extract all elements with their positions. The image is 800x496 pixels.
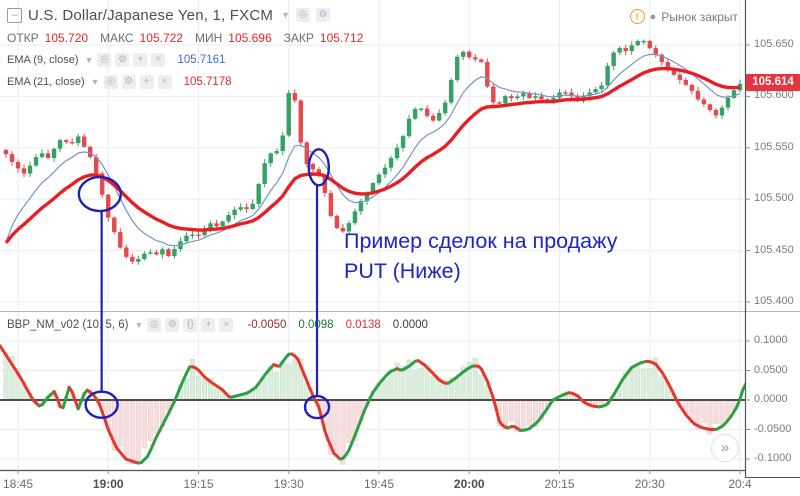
status-dot-icon: ● [649,10,657,23]
trade-annotation-text[interactable]: Пример сделок на продажу PUT (Ниже) [344,226,618,286]
market-status-text: Рынок закрыт [661,9,738,24]
entry-ellipse [307,148,331,187]
eye-icon[interactable]: ◎ [103,74,118,89]
gridlines [0,0,745,470]
gear-icon[interactable]: ⚙ [315,8,330,22]
annotation-line2: PUT (Ниже) [344,259,461,283]
chevron-down-icon[interactable]: ▼ [281,10,290,20]
close-icon[interactable]: × [219,318,234,332]
eye-icon[interactable]: ◎ [97,52,112,67]
time-tick-label: 19:00 [92,477,124,491]
expand-toolbar-button[interactable]: » [711,434,739,462]
sub-indicator-values: -0.0050 0.0098 0.0138 0.0000 [247,319,428,331]
ema21-line [4,66,741,244]
trade-marker[interactable] [77,175,123,419]
time-tick-label: 20:4 [728,477,752,491]
indicator-tick-label: -0.1000 [754,452,792,464]
ohlc-value: 105.712 [319,31,364,45]
ohlc-label: ОТКР [7,31,39,45]
symbol-title[interactable]: U.S. Dollar/Japanese Yen, 1, FXCM [28,6,274,24]
ohlc-label: ЗАКР [283,31,314,45]
eye-icon[interactable]: ◎ [295,8,310,22]
overlay-value: 105.7161 [177,53,226,66]
warning-icon[interactable]: ! [629,9,645,24]
trade-marker[interactable] [303,148,331,420]
sub-indicator-value: -0.0050 [247,319,287,331]
indicator-tick-label: 0.0500 [754,363,788,376]
time-tick-label: 19:45 [363,477,395,491]
indicator-circle [84,390,119,419]
price-tick-label: 105.600 [754,89,794,102]
chart-header: – U.S. Dollar/Japanese Yen, 1, FXCM ▼ ◎ … [7,5,369,89]
close-icon[interactable]: × [151,52,166,67]
gear-icon[interactable]: ⚙ [165,318,180,332]
gear-icon[interactable]: ⚙ [121,74,136,89]
overlay-row: EMA (21, close) ▼ ◎ ⚙ + × 105.7178 [7,74,369,89]
indicator-tick-label: 0.1000 [754,334,788,346]
last-price-badge: 105.614 [746,73,800,91]
indicator-tick-label: 0.0000 [754,393,788,405]
double-chevron-right-icon: » [720,438,730,456]
overlay-label[interactable]: EMA (21, close) [7,75,85,88]
sub-indicator-value: 0.0000 [392,319,428,331]
ohlc-value: 105.720 [44,31,89,45]
price-tick-label: 105.650 [754,38,794,50]
ohlc-label: МАКС [100,31,134,45]
indicator-line [0,344,745,465]
chevron-down-icon[interactable]: ▼ [90,76,100,87]
time-tick-label: 20:30 [634,477,665,491]
time-tick-label: 18:45 [2,477,34,491]
indicator-tick-label: -0.0500 [754,422,792,435]
ohlc-label: МИН [194,31,223,45]
add-icon[interactable]: + [201,318,216,332]
collapse-pane-icon[interactable]: – [7,7,22,23]
source-code-icon[interactable]: {} [183,318,198,332]
price-tick-label: 105.450 [754,243,794,256]
time-tick-label: 19:15 [183,477,214,491]
market-status: ! ● Рынок закрыт [629,9,738,24]
symbol-row: – U.S. Dollar/Japanese Yen, 1, FXCM ▼ ◎ … [7,5,369,25]
ema9-line [5,53,741,247]
add-icon[interactable]: + [139,74,154,89]
price-tick-label: 105.500 [754,192,794,205]
axis-ticks [17,44,750,474]
sub-indicator-value: 0.0138 [345,319,381,331]
indicator-circle [303,394,331,420]
overlay-legend: EMA (9, close) ▼ ◎ ⚙ + × 105.7161 EMA (21, clos… [7,52,369,89]
time-tick-label: 19:30 [273,477,304,491]
entry-ellipse [77,175,123,213]
overlay-row: EMA (9, close) ▼ ◎ ⚙ + × 105.7161 [7,52,369,67]
overlay-value: 105.7178 [183,75,232,88]
sub-indicator-label[interactable]: BBP_NM_v02 (10, 5, 6) [7,319,129,331]
ohlc-row: ОТКР 105.720 МАКС 105.722 МИН 105.696 ЗАКР 105.… [7,31,369,45]
ohlc-value: 105.696 [228,31,272,45]
close-icon[interactable]: × [157,74,172,89]
sub-indicator-value: 0.0098 [298,319,334,331]
time-tick-label: 20:15 [544,477,575,491]
chevron-down-icon[interactable]: ▼ [134,320,144,330]
overlay-label[interactable]: EMA (9, close) [7,53,79,66]
gear-icon[interactable]: ⚙ [115,52,130,67]
chevron-down-icon[interactable]: ▼ [84,54,94,65]
time-tick-label: 20:00 [453,477,485,491]
candles-layer [3,39,743,265]
add-icon[interactable]: + [133,52,148,67]
sub-indicator-legend: BBP_NM_v02 (10, 5, 6) ▼ ◎ ⚙{} + × -0.0050 0.009… [7,318,428,332]
price-tick-label: 105.400 [754,295,794,307]
ohlc-value: 105.722 [139,31,183,45]
annotation-line1: Пример сделок на продажу [344,229,618,253]
price-tick-label: 105.550 [754,140,794,153]
eye-icon[interactable]: ◎ [147,318,162,332]
